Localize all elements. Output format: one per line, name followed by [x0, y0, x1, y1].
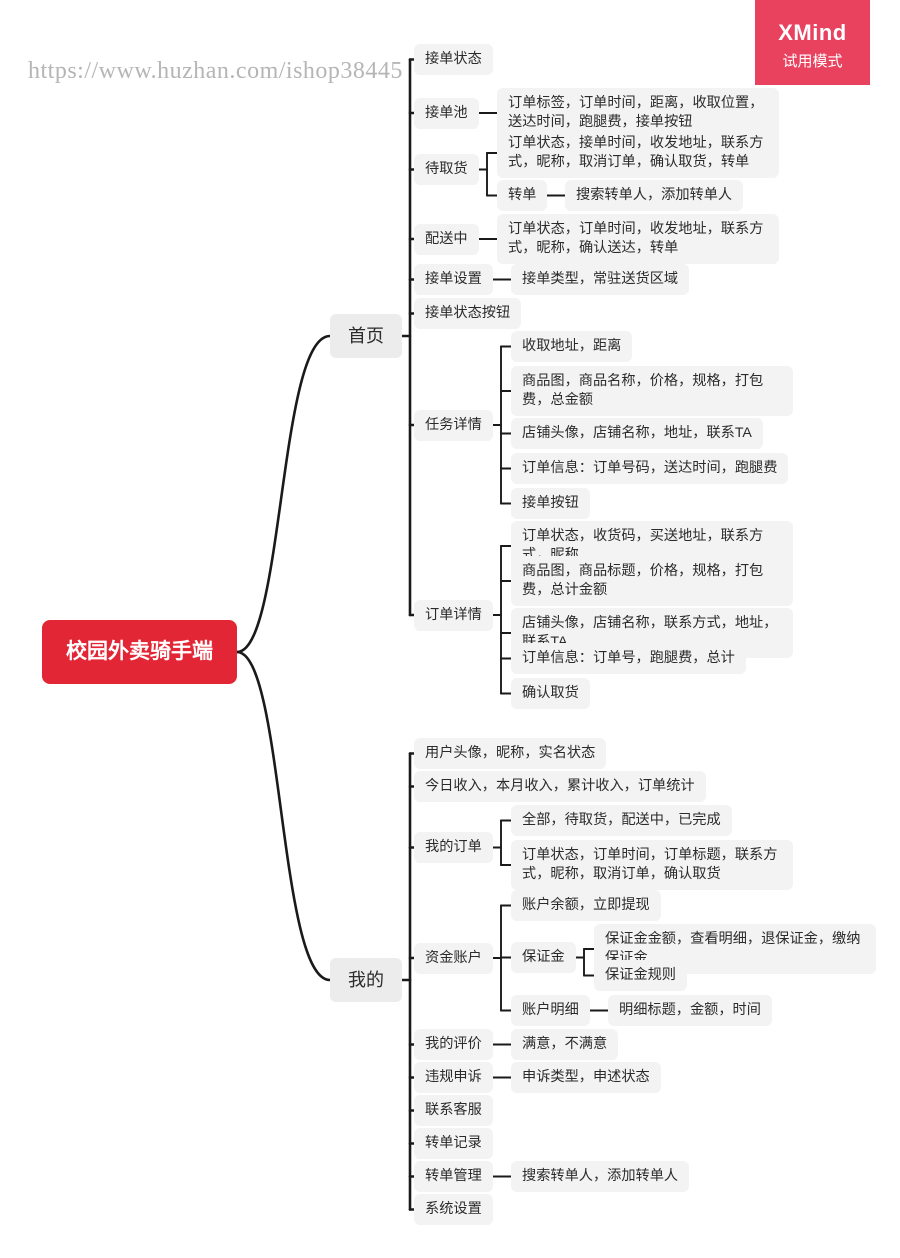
- sub-node: 保证金: [511, 942, 576, 973]
- sub-node: 转单记录: [414, 1128, 493, 1159]
- leaf-node: 订单信息：订单号，跑腿费，总计: [511, 643, 746, 674]
- sub-node: 资金账户: [414, 943, 493, 974]
- sub-node: 系统设置: [414, 1194, 493, 1225]
- leaf-node: 保证金规则: [594, 960, 687, 991]
- sub-node: 账户明细: [511, 995, 590, 1026]
- sub-node: 转单管理: [414, 1161, 493, 1192]
- leaf-node: 订单状态，订单时间，收发地址，联系方式，昵称，确认送达，转单: [497, 214, 779, 264]
- sub-node: 联系客服: [414, 1095, 493, 1126]
- mindmap-canvas: 校园外卖骑手端首页接单状态接单池订单标签，订单时间，距离，收取位置，送达时间，跑…: [0, 0, 900, 1258]
- sub-node: 配送中: [414, 224, 479, 255]
- sub-node: 今日收入，本月收入，累计收入，订单统计: [414, 771, 706, 802]
- leaf-node: 全部，待取货，配送中，已完成: [511, 805, 732, 836]
- leaf-node: 接单按钮: [511, 488, 590, 519]
- main-node: 我的: [330, 958, 402, 1002]
- sub-node: 待取货: [414, 154, 479, 185]
- leaf-node: 店铺头像，店铺名称，地址，联系TA: [511, 418, 763, 449]
- leaf-node: 申诉类型，申述状态: [511, 1062, 661, 1093]
- leaf-node: 明细标题，金额，时间: [608, 995, 772, 1026]
- xmind-badge: XMind 试用模式: [755, 0, 870, 85]
- root-node: 校园外卖骑手端: [42, 620, 237, 684]
- leaf-node: 满意，不满意: [511, 1029, 618, 1060]
- leaf-node: 商品图，商品名称，价格，规格，打包费，总金额: [511, 366, 793, 416]
- leaf-node: 订单信息：订单号码，送达时间，跑腿费: [511, 453, 788, 484]
- sub-node: 我的订单: [414, 832, 493, 863]
- leaf-node: 确认取货: [511, 678, 590, 709]
- sub-node: 接单状态按钮: [414, 298, 521, 329]
- trial-mode-label: 试用模式: [782, 50, 842, 71]
- leaf-node: 收取地址，距离: [511, 331, 632, 362]
- leaf-node: 商品图，商品标题，价格，规格，打包费，总计金额: [511, 556, 793, 606]
- sub-node: 任务详情: [414, 410, 493, 441]
- sub-node: 接单状态: [414, 44, 493, 75]
- leaf-node: 账户余额，立即提现: [511, 890, 661, 921]
- leaf-node: 订单状态，订单时间，订单标题，联系方式，昵称，取消订单，确认取货: [511, 840, 793, 890]
- leaf-node: 订单状态，接单时间，收发地址，联系方式，昵称，取消订单，确认取货，转单: [497, 128, 779, 178]
- sub-node: 接单设置: [414, 264, 493, 295]
- leaf-node: 接单类型，常驻送货区域: [511, 264, 689, 295]
- sub-node: 用户头像，昵称，实名状态: [414, 738, 606, 769]
- sub-node: 接单池: [414, 98, 479, 129]
- sub-node: 违规申诉: [414, 1062, 493, 1093]
- leaf-node: 搜索转单人，添加转单人: [511, 1161, 689, 1192]
- xmind-brand: XMind: [778, 20, 847, 46]
- sub-node: 转单: [497, 180, 547, 211]
- sub-node: 我的评价: [414, 1029, 493, 1060]
- main-node: 首页: [330, 314, 402, 358]
- leaf-node: 搜索转单人，添加转单人: [565, 180, 743, 211]
- sub-node: 订单详情: [414, 600, 493, 631]
